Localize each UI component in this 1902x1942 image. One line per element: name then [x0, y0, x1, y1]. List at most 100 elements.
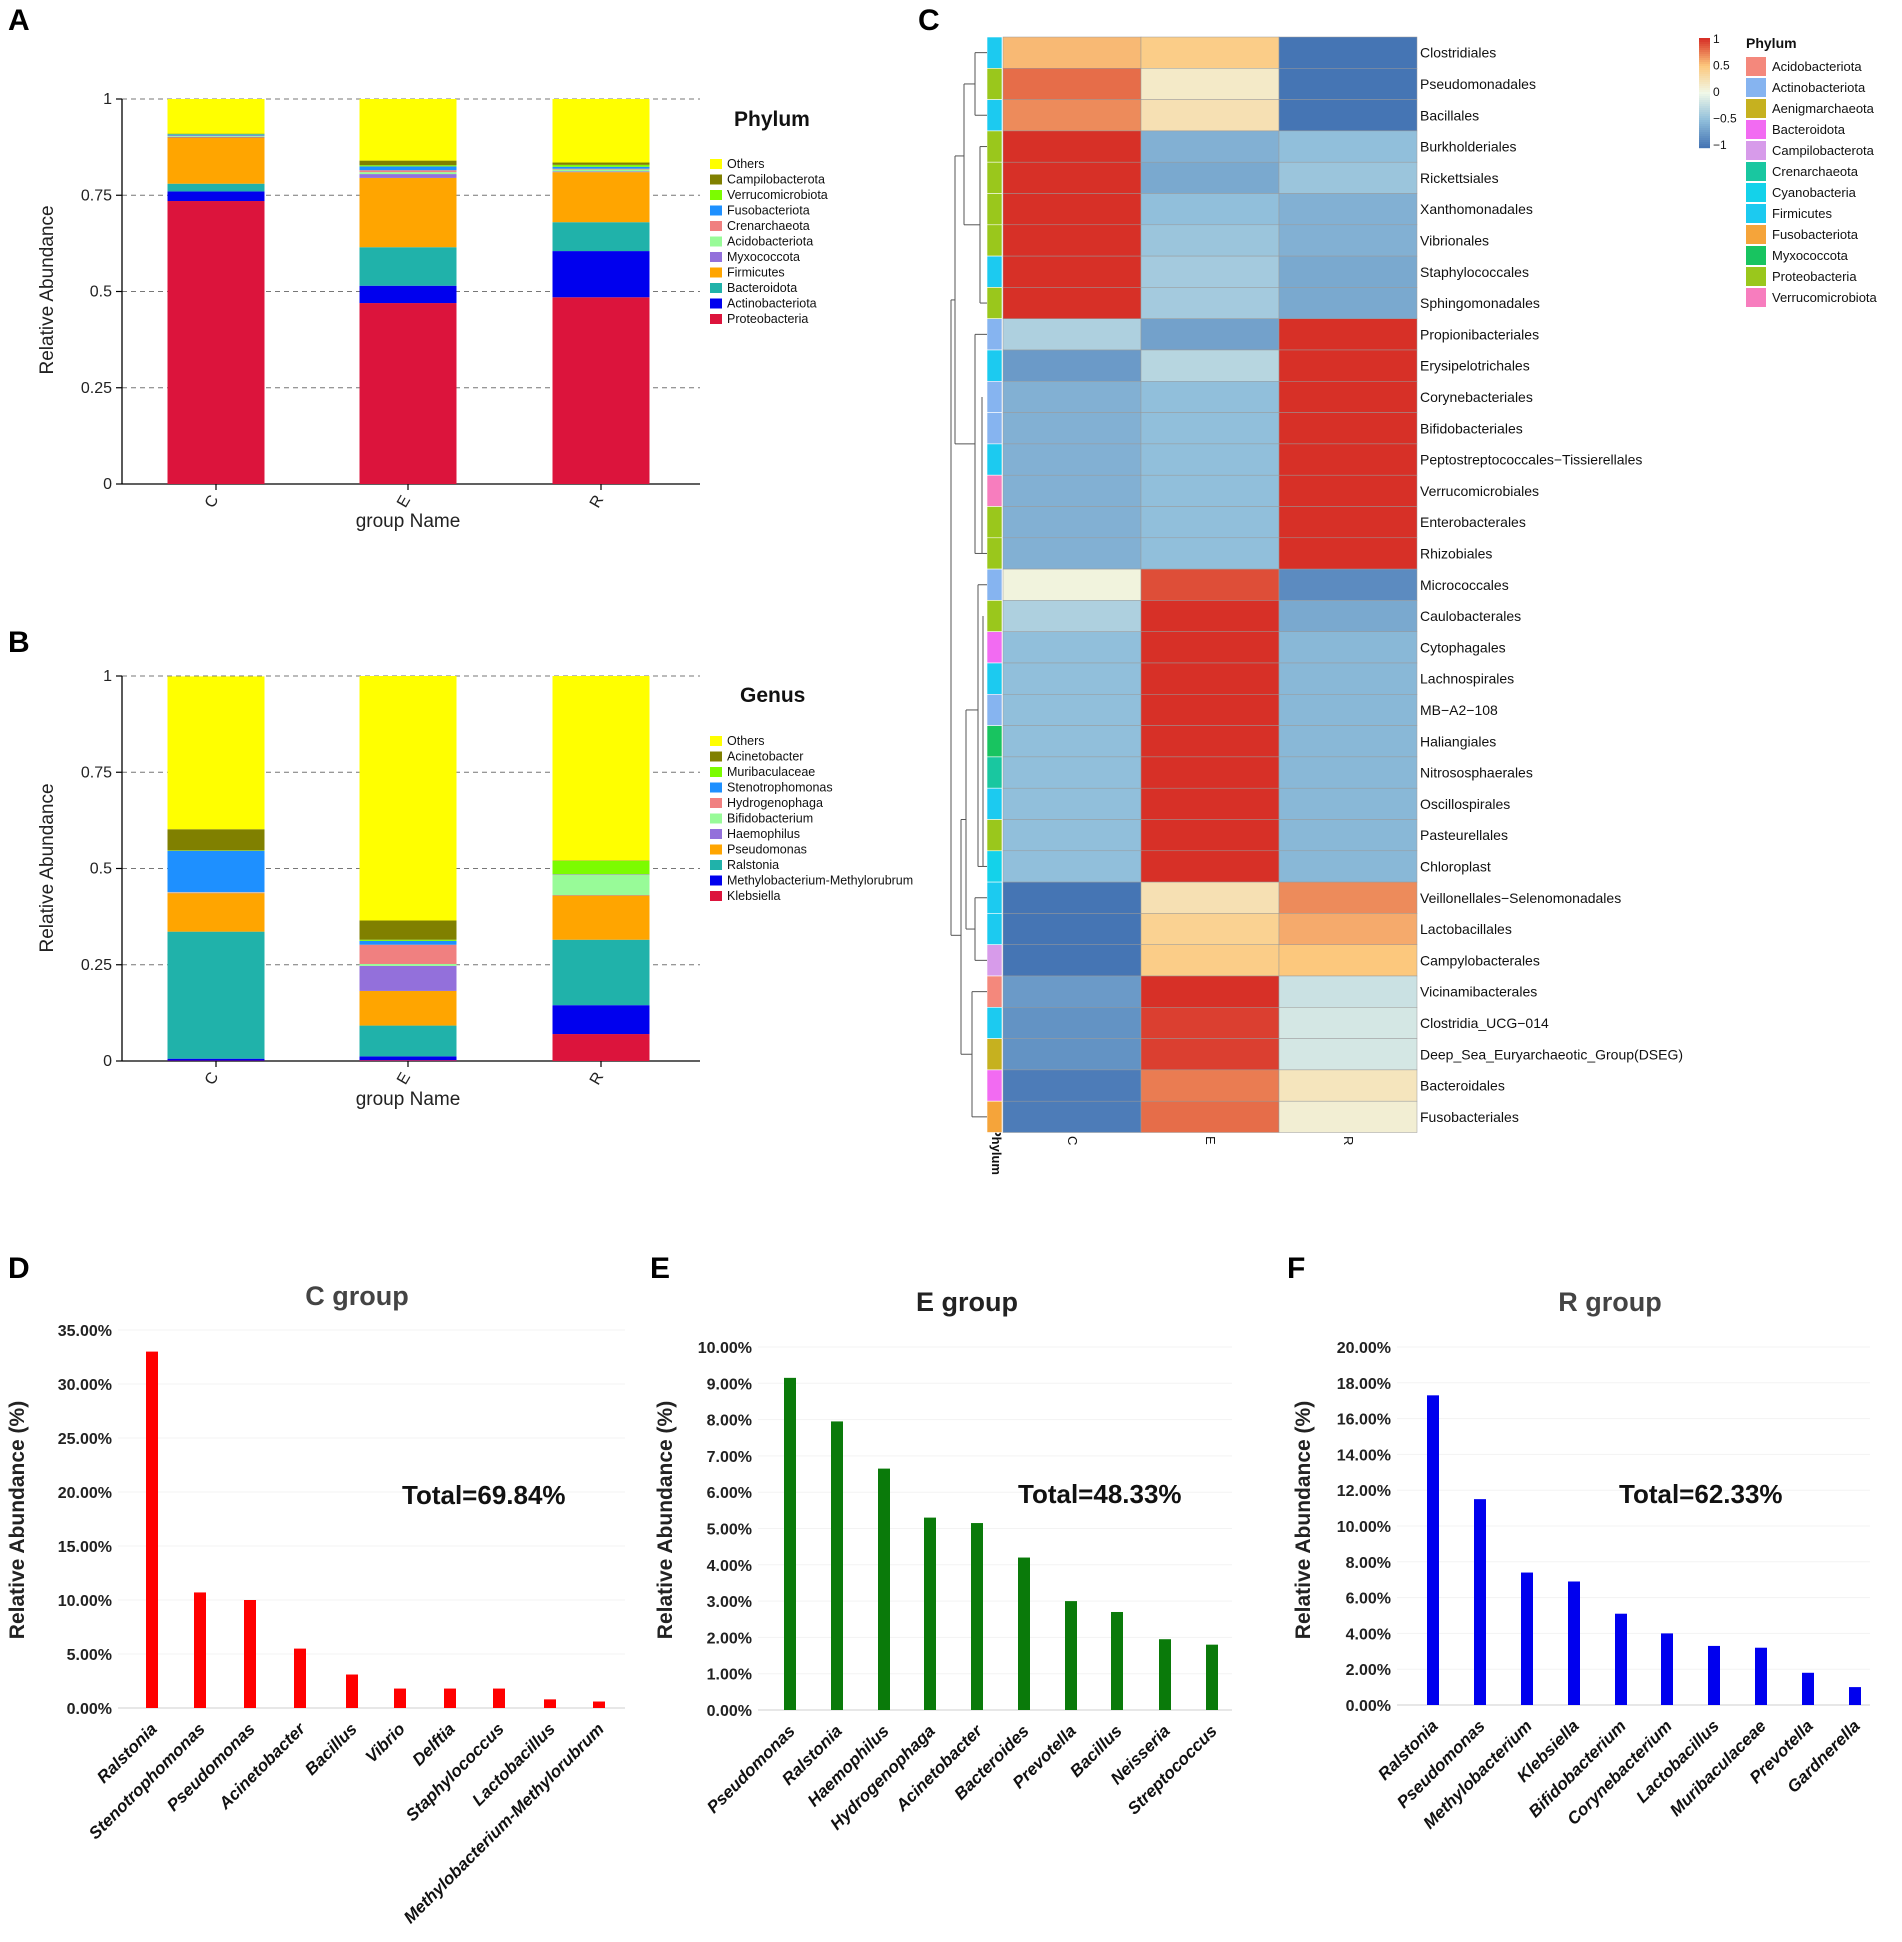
bar-segment-bacteroidota-r: [552, 222, 650, 252]
heatmap-cell-clostridia-ucg-014-c: [1002, 1007, 1142, 1039]
bar-segment-verrucomicrobiota-e: [359, 165, 457, 167]
bar-segment-hydrogenophaga-e: [359, 944, 457, 964]
phylum-legend-label-cyanobacteria: Cyanobacteria: [1772, 185, 1857, 200]
legend-label-muribaculaceae: Muribaculaceae: [727, 765, 815, 779]
heatmap-cell-deep-sea-euryarchaeotic-group-dseg-r: [1278, 1038, 1418, 1071]
y-tick-label: 4.00%: [1346, 1626, 1391, 1643]
phylum-legend-label-crenarchaeota: Crenarchaeota: [1772, 164, 1859, 179]
phylum-annotation-micrococcales: [986, 568, 1003, 601]
heatmap-cell-bacteroidales-r: [1278, 1069, 1418, 1102]
color-scale-segment: [1699, 68, 1710, 71]
phylum-annotation-erysipelotrichales: [986, 349, 1003, 382]
y-tick-label: 0.00%: [67, 1701, 112, 1718]
bar-segment-klebsiella-r: [552, 1034, 650, 1061]
y-axis-label: Relative Abundance (%): [6, 1401, 29, 1639]
legend-swatch-campilobacterota: [710, 174, 722, 185]
heatmap-cell-fusobacteriales-e: [1140, 1100, 1280, 1133]
y-tick-label: 0.75: [81, 187, 112, 204]
legend-swatch-klebsiella: [710, 891, 722, 901]
legend-label-myxococcota: Myxococcota: [727, 250, 800, 264]
color-scale-segment: [1699, 134, 1710, 137]
y-tick-label: 0.5: [90, 284, 112, 301]
heatmap-cell-burkholderiales-c: [1002, 130, 1142, 163]
phylum-annotation-peptostreptococcales-tissierellales: [986, 443, 1003, 476]
legend-swatch-crenarchaeota: [710, 221, 722, 231]
bar-segment-myxococcota-r: [552, 171, 650, 173]
legend-label-klebsiella: Klebsiella: [727, 889, 781, 903]
phylum-annotation-nitrososphaerales: [986, 756, 1003, 789]
bar-segment-acinetobacter-e: [359, 920, 457, 940]
bar-pseudomonas: [784, 1377, 796, 1710]
panel-letter-a: A: [8, 4, 30, 37]
heatmap-row-label-fusobacteriales: Fusobacteriales: [1420, 1109, 1519, 1125]
panel-b-y-axis-label: Relative Abundance: [37, 783, 58, 952]
heatmap-cell-bacillales-r: [1278, 99, 1418, 132]
heatmap-row-label-bacillales: Bacillales: [1420, 107, 1479, 123]
color-scale-segment: [1699, 110, 1710, 113]
color-scale-tick: 0.5: [1713, 59, 1730, 73]
heatmap-column-label-e: E: [1203, 1136, 1218, 1145]
y-axis-label: Relative Abundance (%): [654, 1401, 677, 1639]
color-scale-segment: [1699, 88, 1710, 91]
phylum-annotation-mb-a2-108: [986, 693, 1003, 726]
heatmap-row-label-erysipelotrichales: Erysipelotrichales: [1420, 358, 1530, 374]
total-label: Total=62.33%: [1619, 1479, 1783, 1509]
heatmap-cell-oscillospirales-r: [1278, 787, 1418, 820]
legend-swatch-others: [710, 736, 722, 746]
color-scale-segment: [1699, 136, 1710, 139]
legend-swatch-acinetobacter: [710, 751, 722, 762]
phylum-annotation-staphylococcales: [986, 255, 1003, 288]
e-group-bar-chart: E group Relative Abundance (%) 0.00% 1.00% 2…: [654, 1287, 1232, 1834]
bar-segment-methylobacterium-methylorubrum-c: [167, 1058, 265, 1061]
heatmap-cell-sphingomonadales-r: [1278, 287, 1418, 319]
bar-ralstonia: [1427, 1395, 1439, 1705]
heatmap-row-label-veillonellales-selenomonadales: Veillonellales−Selenomonadales: [1420, 890, 1621, 906]
heatmap-row-label-rickettsiales: Rickettsiales: [1420, 170, 1499, 186]
y-tick-label: 5.00%: [67, 1647, 112, 1664]
color-scale-segment: [1699, 94, 1710, 97]
legend-label-others: Others: [727, 734, 765, 748]
heatmap-cell-vicinamibacterales-e: [1140, 975, 1280, 1008]
heatmap-cell-vicinamibacterales-c: [1002, 975, 1142, 1008]
bar-segment-ralstonia-r: [552, 939, 650, 1006]
phylum-annotation-pasteurellales: [986, 819, 1003, 852]
heatmap-cell-verrucomicrobiales-c: [1002, 474, 1142, 507]
c-group-bar-chart: C group Relative Abundance (%) 0.00% 5.00% 1…: [6, 1281, 625, 1927]
y-tick-label: 16.00%: [1337, 1412, 1391, 1429]
bar-segment-acidobacteriota-r: [552, 169, 650, 172]
heatmap-cell-deep-sea-euryarchaeotic-group-dseg-e: [1140, 1038, 1280, 1071]
panel-a-legend-title: Phylum: [734, 108, 810, 131]
legend-swatch-proteobacteria: [710, 314, 722, 324]
heatmap-row-label-staphylococcales: Staphylococcales: [1420, 264, 1529, 280]
heatmap-cell-corynebacteriales-c: [1002, 381, 1142, 413]
phylum-annotation-oscillospirales: [986, 787, 1003, 820]
color-scale-segment: [1699, 38, 1710, 41]
color-scale-segment: [1699, 116, 1710, 119]
heatmap-cell-rhizobiales-e: [1140, 537, 1280, 570]
bar-segment-crenarchaeota-r: [552, 168, 650, 170]
phylum-annotation-rickettsiales: [986, 161, 1003, 194]
panel-b-legend-title: Genus: [740, 684, 805, 707]
bar-segment-proteobacteria-c: [167, 201, 265, 484]
y-tick-label: 0: [103, 476, 112, 493]
heatmap-row-label-peptostreptococcales-tissierellales: Peptostreptococcales−Tissierellales: [1420, 452, 1642, 468]
heatmap-row-label-campylobacterales: Campylobacterales: [1420, 952, 1540, 968]
heatmap-cell-clostridia-ucg-014-e: [1140, 1007, 1280, 1039]
legend-label-ralstonia: Ralstonia: [727, 858, 779, 872]
heatmap-phylum-axis-label: Phylum: [989, 1128, 1004, 1175]
heatmap-cell-caulobacterales-c: [1002, 600, 1142, 632]
heatmap-cell-corynebacteriales-r: [1278, 381, 1418, 413]
heatmap-cell-peptostreptococcales-tissierellales-c: [1002, 443, 1142, 476]
color-scale-segment: [1699, 122, 1710, 125]
y-tick-label: 7.00%: [707, 1449, 752, 1466]
y-tick-label: 12.00%: [1337, 1483, 1391, 1500]
phylum-annotation-rhizobiales: [986, 537, 1003, 570]
heatmap-row-label-pseudomonadales: Pseudomonadales: [1420, 76, 1536, 92]
heatmap-cell-micrococcales-r: [1278, 568, 1418, 601]
heatmap-row-label-sphingomonadales: Sphingomonadales: [1420, 295, 1540, 311]
heatmap-row-label-oscillospirales: Oscillospirales: [1420, 796, 1510, 812]
phylum-annotation-verrucomicrobiales: [986, 474, 1003, 507]
y-tick-label: 0.00%: [707, 1703, 752, 1720]
color-scale-segment: [1699, 72, 1710, 75]
x-tick-label-r: R: [587, 1069, 608, 1088]
